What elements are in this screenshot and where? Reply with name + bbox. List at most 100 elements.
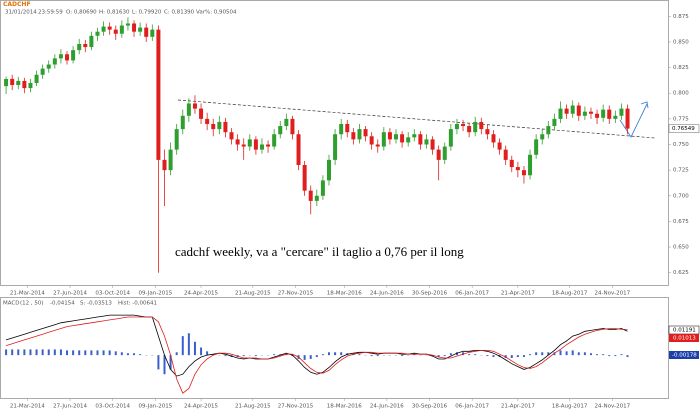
histogram-bar: [59, 349, 62, 356]
histogram-bar: [126, 353, 129, 356]
histogram-bar: [596, 354, 599, 356]
histogram-bar: [108, 350, 111, 356]
candle-body: [363, 129, 368, 137]
histogram-bar: [23, 349, 26, 356]
x-tick-label: 21-Aug-2015: [235, 291, 271, 297]
histogram-bar: [462, 352, 465, 356]
candle-body: [485, 129, 490, 135]
candle-body: [199, 108, 204, 119]
x-tick-label: 21-Apr-2017: [501, 404, 536, 410]
y-tick-label: 0.650: [673, 245, 689, 251]
histogram-bar: [571, 350, 574, 356]
candle-body: [95, 31, 100, 36]
candle-body: [168, 149, 173, 171]
candle-body: [28, 82, 33, 89]
header-open: O: 0,80690: [66, 10, 97, 16]
hist-tag: -0.00178: [672, 353, 697, 359]
candle-body: [607, 109, 612, 119]
candle-body: [107, 26, 112, 30]
histogram-bar: [206, 351, 209, 356]
candle-body: [150, 29, 155, 37]
histogram-bar: [11, 349, 14, 356]
macd-panel: [0, 297, 669, 399]
candle-body: [461, 123, 466, 127]
histogram-bar: [47, 349, 50, 356]
signal-tag-box: [669, 334, 699, 342]
candle-body: [357, 129, 362, 140]
price-tag: 0.76549: [672, 126, 695, 132]
histogram-bar: [5, 349, 8, 356]
candle-body: [272, 134, 277, 147]
histogram-bar: [169, 355, 172, 370]
candle-body: [394, 134, 399, 140]
candle-body: [588, 111, 593, 114]
y-tick-label: 0.875: [673, 14, 689, 20]
candle-body: [138, 27, 143, 32]
histogram-bar: [66, 350, 69, 356]
histogram-bar: [321, 354, 324, 356]
candle-body: [570, 105, 575, 114]
candle-body: [217, 121, 222, 130]
candle-body: [113, 29, 118, 34]
y-tick-label: 0.750: [673, 142, 689, 148]
candle-body: [418, 134, 423, 145]
candle-body: [46, 64, 51, 69]
y-tick-label: 0.625: [673, 270, 689, 276]
histogram-bar: [133, 353, 136, 356]
histogram-bar: [535, 352, 538, 356]
candle-body: [302, 165, 307, 191]
histogram-bar: [553, 352, 556, 356]
histogram-bar: [120, 352, 123, 356]
candle-body: [448, 129, 453, 147]
histogram-bar: [401, 355, 404, 357]
candle-body: [52, 58, 57, 65]
candle-body: [132, 23, 137, 32]
candle-body: [595, 113, 600, 118]
histogram-bar: [565, 351, 568, 356]
header-var: Var%: 0,90504: [196, 10, 237, 16]
histogram-bar: [577, 352, 580, 356]
candle-body: [180, 115, 185, 130]
candle-body: [320, 180, 325, 196]
histogram-bar: [41, 349, 44, 356]
candle-body: [65, 54, 70, 61]
x-tick-label: 18-Mar-2016: [327, 404, 362, 410]
header-date: 31/01/2014: [5, 10, 37, 16]
candle-body: [369, 136, 374, 145]
histogram-bar: [78, 350, 81, 356]
candle-body: [278, 126, 283, 135]
histogram-bar: [352, 354, 355, 356]
histogram-bar: [522, 355, 525, 358]
candle-body: [77, 43, 82, 51]
candle-body: [174, 129, 179, 150]
arrow-head: [640, 101, 649, 109]
y-tick-label: 0.825: [673, 65, 689, 71]
candle-body: [406, 137, 411, 143]
candle-body: [491, 134, 496, 143]
x-tick-label: 24-Apr-2015: [184, 291, 219, 297]
histogram-bar: [309, 355, 312, 359]
candle-body: [333, 134, 338, 160]
candle-body: [454, 123, 459, 130]
histogram-bar: [102, 350, 105, 356]
candle-body: [266, 144, 271, 147]
candle-body: [601, 109, 606, 118]
candle-body: [10, 78, 15, 86]
y-tick-label: 0.800: [673, 91, 689, 97]
candle-body: [40, 68, 45, 75]
x-tick-label: 30-Sep-2016: [412, 404, 448, 410]
histogram-bar: [224, 355, 227, 357]
candle-body: [473, 121, 478, 133]
candle-body: [235, 139, 240, 145]
histogram-bar: [193, 341, 196, 356]
histogram-bar: [437, 355, 440, 358]
candle-body: [424, 139, 429, 145]
header-time: 23:59:59: [38, 10, 63, 16]
histogram-bar: [29, 349, 32, 356]
candle-body: [192, 103, 197, 109]
histogram-bar: [547, 352, 550, 356]
candle-body: [119, 25, 124, 34]
macd-line: [5, 314, 628, 377]
candle-body: [290, 118, 295, 135]
